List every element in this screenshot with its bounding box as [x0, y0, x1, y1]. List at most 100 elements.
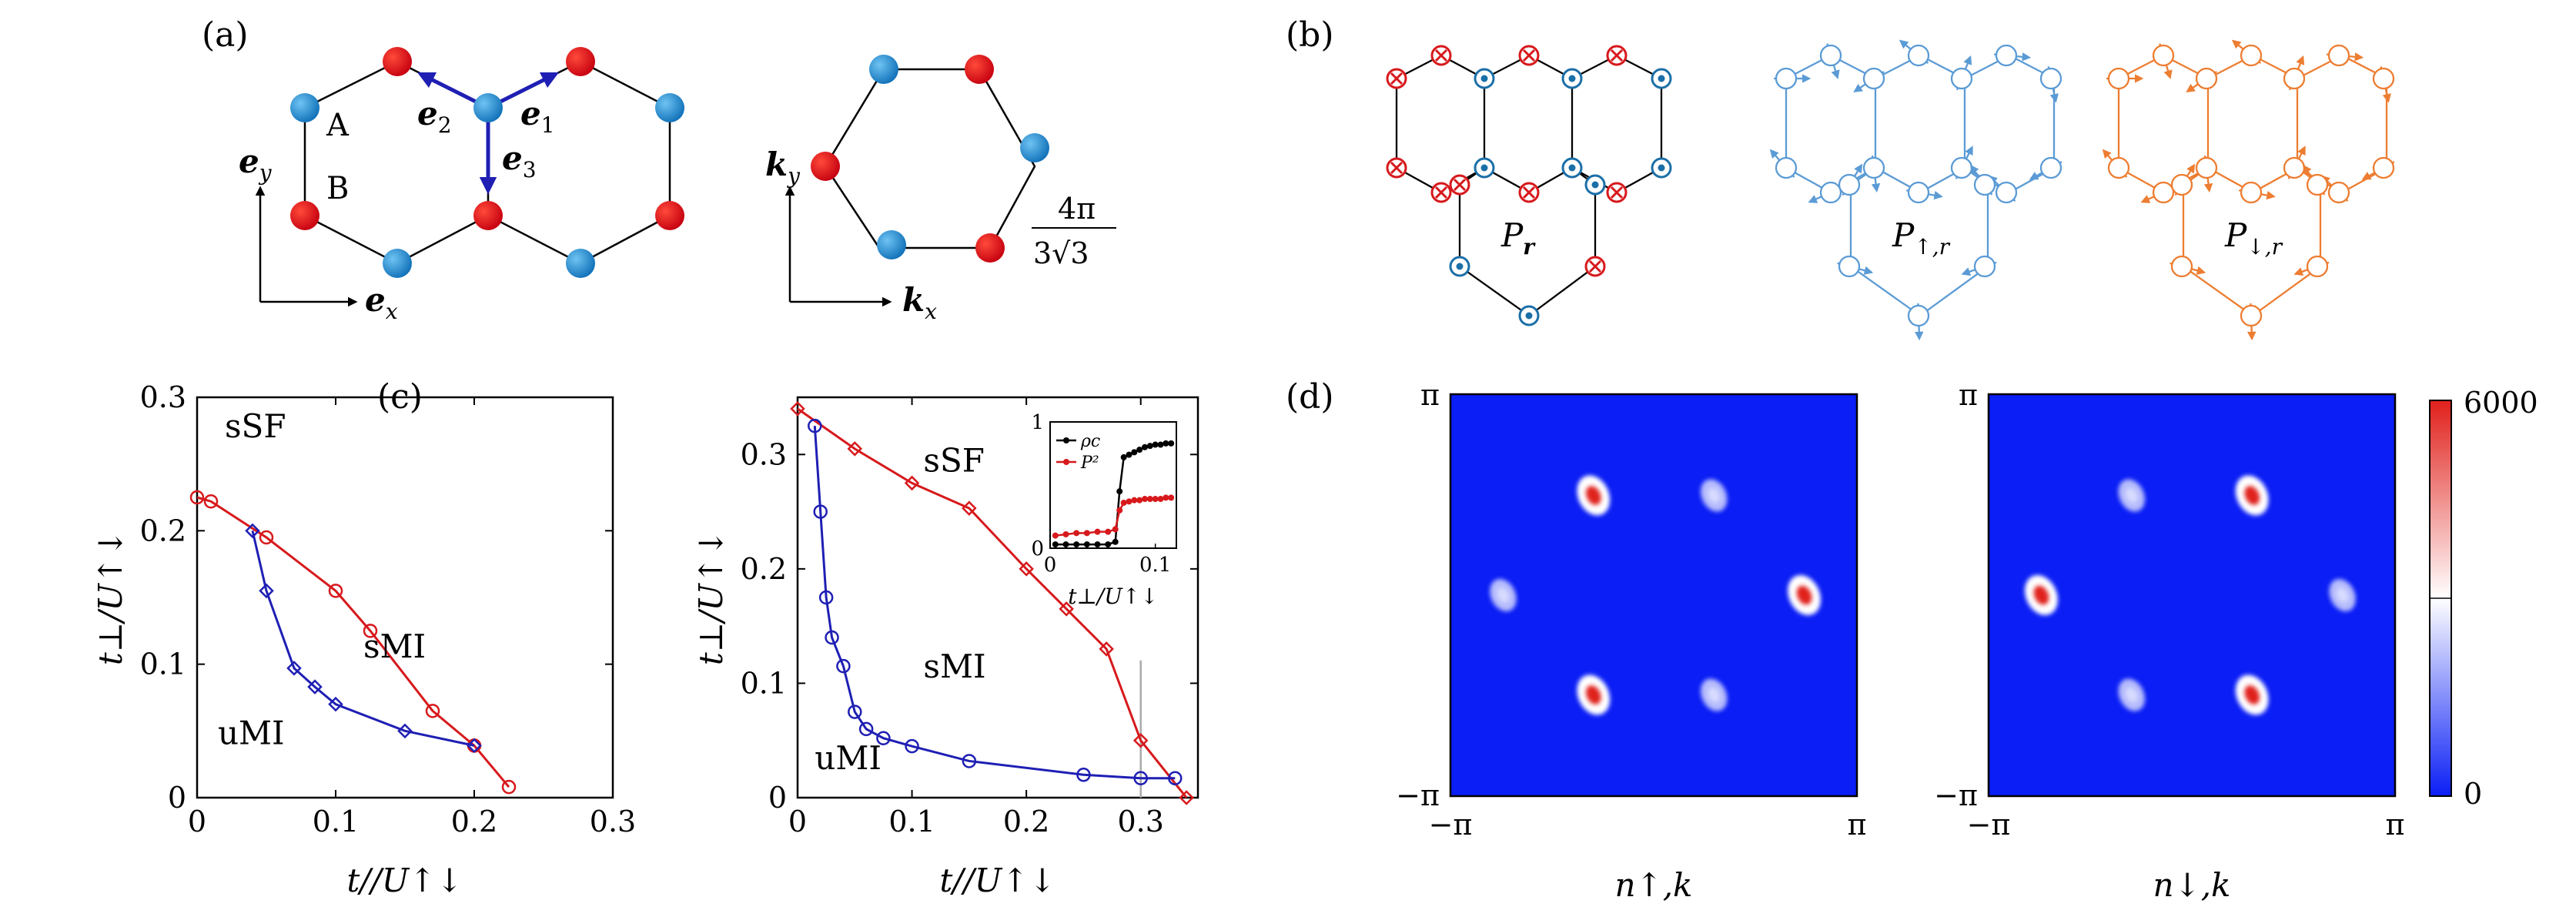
spin-down-node: [2107, 67, 2130, 90]
data-point: [818, 590, 834, 605]
inset-data-point: [1094, 541, 1101, 548]
x-tick-label: 0.1: [313, 805, 359, 838]
peak-core: [2033, 585, 2049, 605]
dot-mark: [1658, 164, 1665, 172]
y-tick-label: 0.3: [140, 380, 186, 414]
vector-label-e3: e3: [502, 139, 537, 182]
data-point: [962, 500, 977, 516]
panel-label-d: (d): [1286, 377, 1334, 417]
cross-mark: [1522, 49, 1536, 62]
y-tick-label: 0.1: [741, 666, 787, 700]
heatmap-peaks: [2025, 475, 2356, 715]
bz-size-numerator: 4π: [1058, 192, 1096, 226]
plot-frame: [796, 396, 1199, 799]
panel-label-b: (b): [1286, 15, 1334, 55]
data-point: [790, 401, 805, 417]
axis-label-kx: kx: [902, 281, 937, 324]
cross-mark: [1434, 49, 1448, 62]
data-point: [203, 494, 219, 509]
inset-data-point: [1052, 532, 1059, 539]
spin-down-node: [2372, 67, 2395, 90]
inset-x-tick-label: 0: [1044, 554, 1057, 577]
phase-label: uMI: [218, 715, 285, 752]
inset-data-point: [1163, 440, 1169, 447]
label-p-up: P↑,r: [1892, 216, 1951, 259]
cross-mark: [1522, 186, 1536, 199]
axis-label-ky: ky: [765, 146, 801, 189]
inset-data-point: [1142, 496, 1148, 503]
inset-data-point: [1083, 530, 1090, 537]
data-point: [848, 704, 862, 719]
inset-data-point: [1062, 541, 1069, 548]
panel-a-lattice: [290, 47, 684, 278]
spin-up-node: [1907, 181, 1930, 204]
x-tick-label: 0.2: [451, 805, 497, 838]
inset-data-point: [1136, 447, 1143, 453]
spin-down-node: [2170, 255, 2193, 278]
data-point: [876, 731, 891, 745]
data-point: [1133, 771, 1148, 785]
inset-data-point: [1157, 496, 1164, 503]
legend-label: ρc: [1080, 432, 1100, 451]
inset-data-point: [1116, 488, 1123, 495]
legend-marker: [1063, 437, 1069, 443]
peak-core: [2244, 486, 2260, 505]
dot-mark: [1568, 75, 1576, 82]
spin-up-node: [1995, 181, 2018, 204]
data-point: [1132, 732, 1149, 748]
cross-mark: [1588, 259, 1602, 273]
data-point: [363, 624, 378, 638]
legend-marker: [1063, 459, 1069, 465]
inset-y-tick-label: 0: [1031, 537, 1044, 561]
spin-down-node: [2107, 156, 2130, 179]
panel-b-lattices: [1386, 39, 2395, 341]
data-point: [467, 738, 482, 754]
data-point: [259, 583, 274, 599]
y-axis-label: t⊥/U↑↓: [692, 530, 730, 665]
data-point: [808, 418, 822, 433]
peak-core: [1708, 687, 1720, 703]
inset-data-point: [1112, 538, 1119, 545]
spin-down-node: [2152, 181, 2175, 204]
panel-b-nodes: [1386, 39, 2395, 341]
peak-core: [1585, 685, 1601, 704]
spin-up-node: [1907, 304, 1930, 327]
spin-down-node: [2327, 44, 2350, 67]
data-point: [858, 721, 874, 737]
peak-core: [1708, 487, 1720, 504]
panel-label-a: (a): [202, 15, 249, 55]
data-point: [245, 523, 260, 539]
inset-data-point: [1136, 497, 1143, 504]
phase-label: sSF: [225, 407, 286, 445]
brillouin-zone: [785, 55, 1049, 307]
spin-up-node: [1838, 173, 1861, 196]
data-point: [1179, 790, 1194, 805]
peak-core: [2126, 487, 2138, 504]
axis-label-ey: ey: [239, 142, 273, 186]
vector-label-e1: e1: [520, 95, 555, 138]
inset-data-point: [1163, 494, 1169, 501]
inset-data-point: [1112, 526, 1119, 533]
inset-data-point: [1073, 541, 1080, 548]
inset-data-point: [1146, 496, 1153, 503]
vector-label-e2: e2: [417, 95, 452, 138]
inset-data-point: [1152, 441, 1159, 448]
y-tick-label: −π: [1396, 778, 1440, 812]
inset-data-point: [1142, 443, 1148, 450]
data-point: [1076, 768, 1091, 782]
x-axis-label: n↓,k: [2153, 866, 2230, 904]
y-tick-label: 0.2: [741, 552, 787, 586]
data-point: [836, 658, 851, 674]
data-point: [1168, 771, 1183, 785]
data-point: [1059, 601, 1074, 617]
inset-data-point: [1131, 497, 1138, 504]
data-point: [1099, 641, 1114, 657]
inset-data-point: [1146, 443, 1153, 450]
heatmap-peaks: [1490, 475, 1821, 715]
y-tick-label: π: [1420, 378, 1440, 412]
phase-label: sSF: [923, 442, 984, 480]
cross-mark: [1390, 72, 1403, 85]
cross-mark: [1390, 161, 1403, 175]
axis-label-ex: ex: [365, 281, 398, 324]
